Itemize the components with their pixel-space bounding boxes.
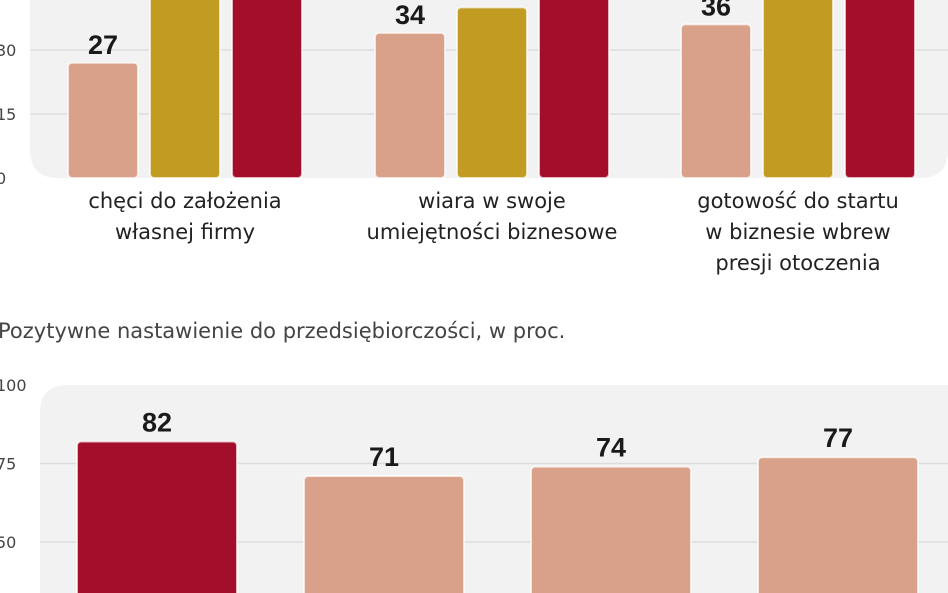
category-label: chęci do założenia [88, 189, 281, 213]
category-label: gotowość do startu [697, 189, 899, 213]
bar [374, 31, 446, 179]
bar [762, 0, 834, 179]
category-label: umiejętności biznesowe [367, 220, 618, 244]
y-tick-label: 75 [0, 455, 16, 474]
y-tick-label: 50 [0, 533, 16, 552]
bottom-bar-chart: 50 75 100 82 71 74 77 [0, 376, 948, 593]
top-bar-chart: 0 15 30 27 34 36 chęci do założenia własnej fir… [0, 0, 948, 275]
bottom-chart-title: Pozytywne nastawienie do przedsiębiorczo… [0, 319, 565, 343]
value-label: 34 [395, 0, 425, 30]
bar [844, 0, 916, 179]
value-label: 71 [369, 442, 399, 472]
bar [757, 456, 919, 593]
bar [538, 0, 610, 179]
bar [303, 475, 465, 593]
value-label: 27 [88, 30, 118, 60]
y-tick-label: 100 [0, 376, 27, 395]
y-tick-label: 15 [0, 105, 16, 124]
bar [680, 23, 752, 180]
bar [76, 440, 238, 593]
y-tick-label: 30 [0, 41, 16, 60]
category-label: presji otoczenia [715, 251, 880, 275]
bar [231, 0, 303, 179]
bar [530, 465, 692, 593]
category-label: wiara w swoje [418, 189, 566, 213]
category-label: w biznesie wbrew [705, 220, 890, 244]
y-tick-label: 0 [0, 169, 6, 188]
category-label: własnej firmy [115, 220, 255, 244]
bar [67, 61, 139, 179]
value-label: 82 [142, 408, 172, 438]
bar [149, 0, 221, 179]
value-label: 77 [823, 423, 853, 453]
bar [456, 6, 528, 180]
value-label: 36 [701, 0, 731, 21]
plot-panel [40, 385, 948, 593]
value-label: 74 [596, 433, 626, 463]
